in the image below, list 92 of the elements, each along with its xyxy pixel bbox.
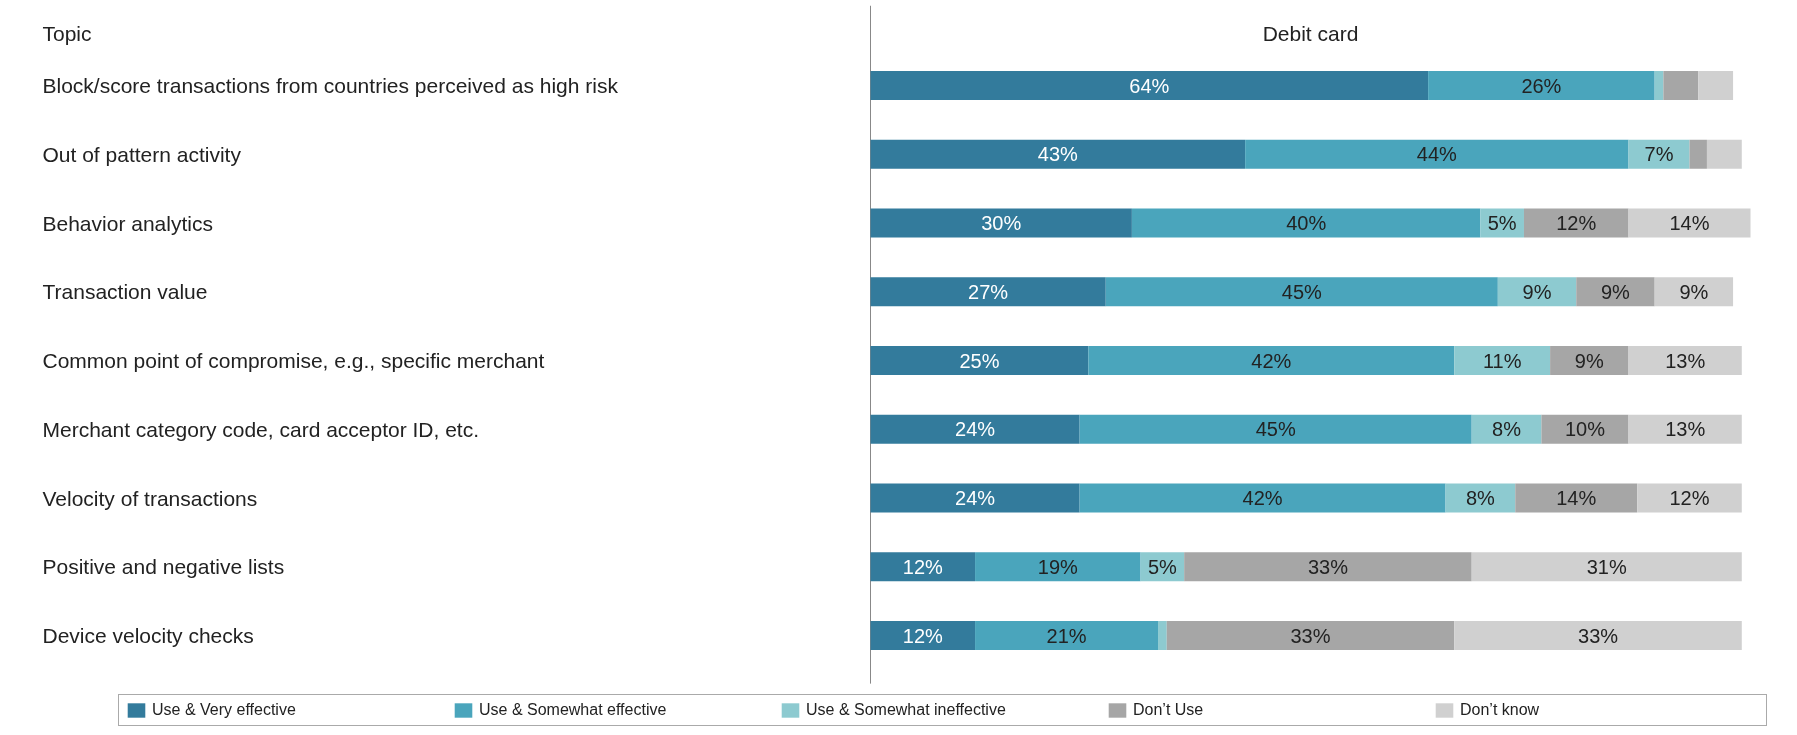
data-label: 45%: [1255, 418, 1296, 441]
bar: [975, 552, 1141, 582]
bar: [1654, 277, 1734, 307]
data-label: 9%: [1574, 349, 1604, 372]
bar: [1628, 346, 1742, 375]
data-label: 9%: [1679, 280, 1709, 303]
data-label: 12%: [902, 624, 944, 647]
text: Debit card: [1262, 22, 1359, 45]
data-label: 42%: [1242, 487, 1283, 509]
bar: [1698, 71, 1734, 100]
data-label: 24%: [955, 418, 996, 441]
data-label: 45%: [1281, 280, 1323, 303]
bar: [870, 139, 1246, 169]
bar: [1497, 277, 1577, 307]
bar: [1158, 621, 1167, 650]
data-label: 33%: [1307, 555, 1349, 578]
data-label: 8%: [1465, 487, 1496, 509]
legend-label: Don’t Use: [1133, 701, 1205, 719]
y-tick-label: Behavior analytics: [42, 211, 213, 235]
data-label: 44%: [1416, 143, 1458, 166]
legend-label: Use & Somewhat effective: [479, 701, 668, 719]
data-label: 24%: [955, 487, 996, 509]
data-label: 26%: [1521, 74, 1562, 97]
data-label: 11%: [1482, 349, 1522, 372]
y-tick-label: Velocity of transactions: [42, 486, 258, 510]
data-label: 9%: [1522, 280, 1552, 303]
y-tick-label: Common point of compromise, e.g., specific merchant: [42, 349, 545, 372]
bar: [1184, 552, 1472, 582]
y-tick-label: Device velocity checks: [42, 624, 254, 647]
data-label: 10%: [1564, 418, 1606, 441]
legend-label: Use & Somewhat ineffective: [806, 701, 1007, 719]
bar: [870, 552, 976, 582]
data-label: 42%: [1251, 349, 1292, 372]
bar: [1088, 346, 1455, 375]
data-label: 43%: [1037, 143, 1079, 166]
y-axis-title: Topic: [42, 22, 92, 45]
data-label: 5%: [1147, 555, 1178, 578]
data-label: 14%: [1669, 212, 1710, 234]
bar: [1628, 414, 1742, 444]
bar: [1541, 414, 1629, 444]
bar: [870, 208, 1132, 238]
data-label: 27%: [968, 280, 1009, 303]
data-label: 13%: [1665, 418, 1706, 441]
bar: [1550, 346, 1629, 375]
bar: [1663, 71, 1699, 100]
y-tick-label: Block/score transactions from countries perceived as high risk: [42, 74, 619, 97]
bar: [870, 483, 1080, 513]
data-label: 19%: [1037, 555, 1079, 578]
bar: [1428, 71, 1655, 100]
data-label: 5%: [1487, 212, 1517, 234]
bar: [870, 71, 1429, 100]
bar: [870, 346, 1089, 375]
data-label: 21%: [1046, 624, 1087, 647]
data-label: 40%: [1286, 212, 1327, 234]
bar: [870, 621, 976, 650]
data-label: 64%: [1129, 74, 1170, 97]
bar: [870, 414, 1080, 444]
bar: [1105, 277, 1498, 307]
bar: [1654, 71, 1664, 100]
y-tick-label: Transaction value: [42, 280, 208, 304]
bar: [1245, 139, 1629, 169]
data-label: 13%: [1665, 349, 1706, 372]
bar: [1131, 208, 1481, 238]
legend-label: Use & Very effective: [152, 701, 297, 719]
y-tick-label: Out of pattern activity: [42, 142, 242, 166]
bar: [1576, 277, 1655, 307]
data-label: 33%: [1290, 624, 1331, 647]
data-label: 12%: [902, 555, 944, 578]
bar: [975, 621, 1159, 650]
data-label: 33%: [1578, 624, 1619, 647]
data-label: 14%: [1556, 487, 1597, 509]
data-label: 12%: [1556, 212, 1597, 234]
bar: [1689, 139, 1707, 169]
data-label: 25%: [959, 349, 1000, 372]
data-label: 9%: [1601, 280, 1631, 303]
data-label: 7%: [1644, 143, 1674, 166]
y-tick-label: Merchant category code, card acceptor ID, etc.: [42, 417, 480, 441]
data-label: 31%: [1586, 555, 1627, 578]
bar: [1454, 621, 1742, 650]
bar: [1628, 139, 1690, 169]
bar: [1079, 414, 1472, 444]
bar: [1471, 552, 1742, 582]
data-label: 12%: [1669, 487, 1710, 509]
data-label: 8%: [1492, 418, 1522, 441]
bar: [1166, 621, 1455, 650]
bar: [870, 277, 1106, 307]
bar: [1079, 483, 1446, 513]
y-tick-label: Positive and negative lists: [42, 555, 285, 579]
bar: [1454, 346, 1551, 375]
bar: [1706, 139, 1742, 169]
legend-label: Don’t know: [1460, 701, 1541, 719]
data-label: 30%: [981, 212, 1022, 234]
